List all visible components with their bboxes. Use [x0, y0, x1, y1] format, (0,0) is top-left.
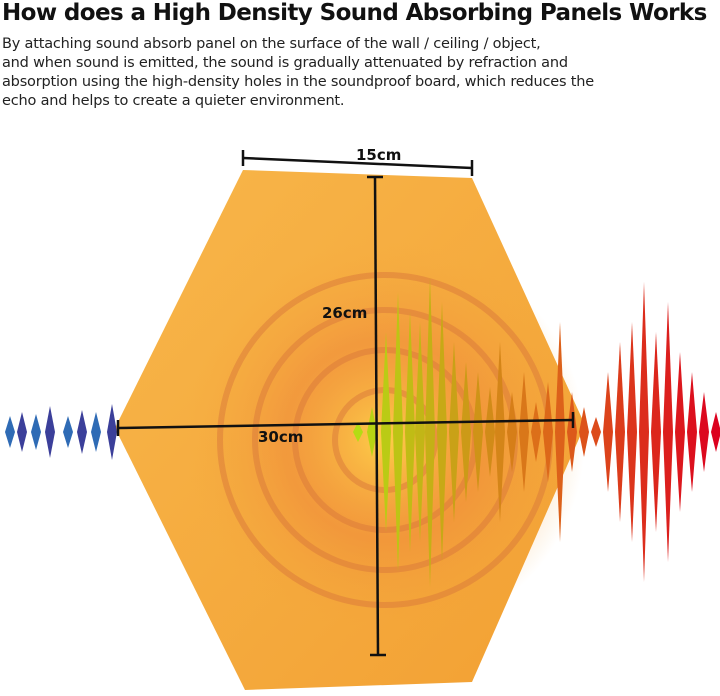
description-line: absorption using the high-density holes … [2, 74, 594, 90]
wave-spike [107, 404, 117, 460]
wave-spike [461, 362, 471, 502]
wave-spike [507, 392, 517, 472]
wave-spike [495, 342, 505, 522]
wave-spike [579, 407, 589, 457]
wave-spike [63, 416, 73, 448]
wave-spike [449, 342, 459, 522]
wave-spike [353, 422, 363, 442]
wave-spike [77, 410, 87, 454]
wave-spike [603, 372, 613, 492]
wave-spike [651, 332, 661, 532]
sound-waves [5, 277, 720, 587]
wave-spike [663, 302, 673, 562]
wave-spike [627, 322, 637, 542]
description-line: By attaching sound absorb panel on the s… [2, 36, 541, 52]
wave-spike [567, 392, 577, 472]
wave-spike [675, 352, 685, 512]
wave-spike [5, 416, 15, 448]
wave-spike [425, 277, 435, 587]
dimension-label: 15cm [356, 146, 401, 164]
wave-spike [405, 312, 415, 552]
wave-spike [415, 322, 425, 542]
wave-spike [699, 392, 709, 472]
dimension-lines [116, 150, 575, 657]
wave-spike [367, 407, 377, 457]
title: How does a High Density Sound Absorbing … [2, 0, 707, 26]
wave-spike [17, 412, 27, 452]
wave-spike [519, 372, 529, 492]
wave-spike [531, 402, 541, 462]
description-line: and when sound is emitted, the sound is … [2, 55, 568, 71]
wave-spike [615, 342, 625, 522]
wave-spike [45, 406, 55, 458]
dimension-label: 30cm [258, 428, 303, 446]
wave-spike [555, 322, 565, 542]
dimension-label: 26cm [322, 304, 367, 322]
wave-spike [473, 372, 483, 492]
wave-spike [31, 414, 41, 450]
wave-spike [687, 372, 697, 492]
wave-spike [393, 292, 403, 572]
wave-spike [91, 412, 101, 452]
wave-spike [543, 382, 553, 482]
wave-spike [437, 302, 447, 562]
wave-spike [485, 387, 495, 477]
wave-spike [711, 412, 720, 452]
wave-spike [591, 417, 601, 447]
description-line: echo and helps to create a quieter envir… [2, 93, 345, 109]
wave-spike [381, 332, 391, 532]
wave-spike [639, 282, 649, 582]
